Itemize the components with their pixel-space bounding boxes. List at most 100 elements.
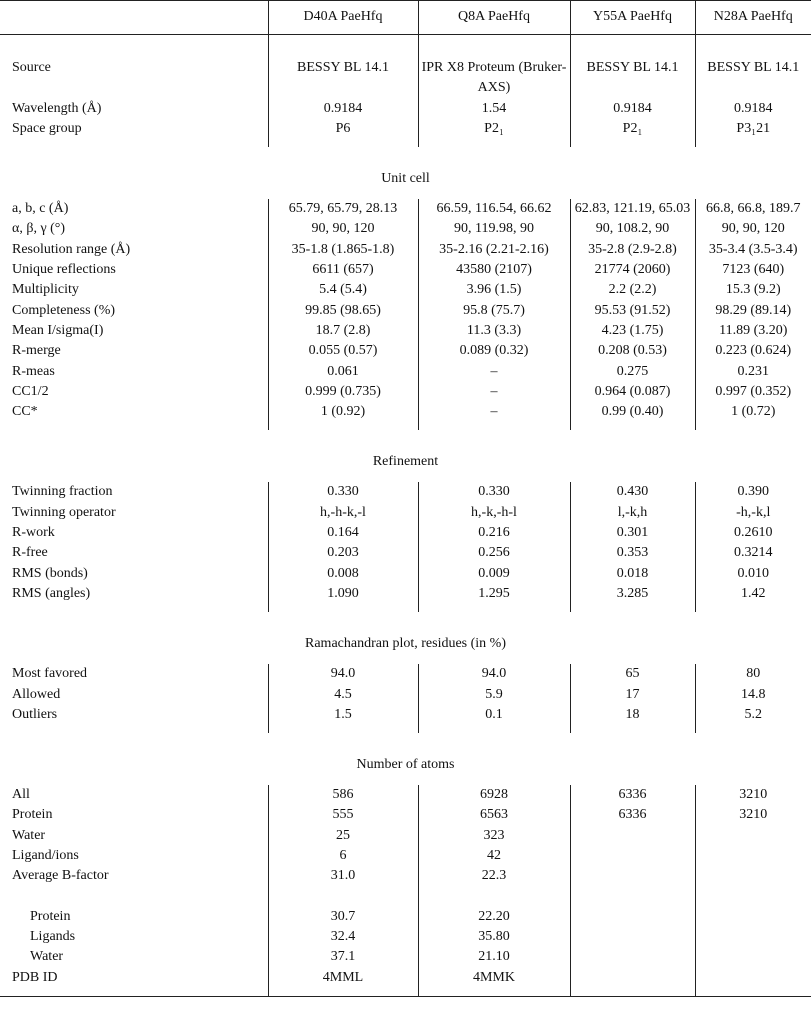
cell: BESSY BL 14.1 <box>694 58 811 99</box>
spacer-cell <box>569 422 695 431</box>
column-header: D40A PaeHfq <box>267 0 418 35</box>
row-label: Outliers <box>12 706 58 722</box>
cell: 6928 <box>417 785 570 806</box>
data-row: a, b, c (Å) 65.79, 65.79, 28.13 66.59, 116… <box>0 199 811 220</box>
spacer-cell <box>569 886 695 907</box>
cell: 6 <box>267 846 418 867</box>
cell: 6336 <box>569 805 695 826</box>
cell: 0.061 <box>267 361 418 382</box>
cell: 66.59, 116.54, 66.62 <box>417 199 570 220</box>
cell: 2.2 (2.2) <box>569 280 695 301</box>
cell: 0.301 <box>569 523 695 544</box>
cell: 6336 <box>569 785 695 806</box>
cell: 0.010 <box>694 563 811 584</box>
spacer-cell <box>0 35 268 59</box>
cell: 21774 (2060) <box>569 260 695 281</box>
section-heading-row: Refinement <box>0 430 811 482</box>
spacer-cell <box>417 987 570 997</box>
cell: 0.008 <box>267 563 418 584</box>
section-heading-row: Ramachandran plot, residues (in %) <box>0 612 811 664</box>
data-row: Resolution range (Å) 35-1.8 (1.865-1.8) 35… <box>0 239 811 261</box>
cell: 90, 119.98, 90 <box>417 219 570 240</box>
spacer-cell <box>0 887 268 907</box>
data-row: Protein 555 6563 6336 3210 <box>0 805 811 826</box>
cell: 99.85 (98.65) <box>267 300 418 321</box>
cell <box>694 906 811 927</box>
cell <box>694 967 811 988</box>
cell: 94.0 <box>267 664 418 685</box>
row-label: Average B-factor <box>12 868 109 884</box>
data-row: CC* 1 (0.92) –0.99 (0.40) 1 (0.72) <box>0 402 811 423</box>
row-label: R-meas <box>12 363 55 379</box>
spacer-cell <box>267 139 418 148</box>
spacer-cell <box>569 34 695 58</box>
data-row: Twinning operator h,-h-k,-l h,-k,-h-l l,-k,… <box>0 502 811 524</box>
cell: – <box>417 361 570 382</box>
spacer-cell <box>267 604 418 613</box>
column-header: Q8A PaeHfq <box>417 0 570 35</box>
row-label: Unique reflections <box>12 262 116 278</box>
cell: 14.8 <box>694 684 811 705</box>
cell: 35-3.4 (3.5-3.4) <box>694 239 811 261</box>
data-row: Water 37.1 21.10 <box>0 947 811 968</box>
section-heading: Ramachandran plot, residues (in %) <box>305 636 506 652</box>
cell: 586 <box>267 785 418 806</box>
cell: 18.7 (2.8) <box>267 320 418 342</box>
row-label: Twinning operator <box>12 504 116 520</box>
spacer-cell <box>694 34 811 58</box>
cell: 35-2.16 (2.21-2.16) <box>417 239 570 261</box>
data-row: RMS (bonds) 0.008 0.009 0.018 0.010 <box>0 563 811 584</box>
cell: 35-1.8 (1.865-1.8) <box>267 239 418 261</box>
cell: -h,-k,l <box>694 502 811 524</box>
cell: 17 <box>569 684 695 705</box>
data-row: Unique reflections 6611 (657) 43580 (2107)… <box>0 260 811 281</box>
spacer-cell <box>694 987 811 997</box>
cell: 5.9 <box>417 684 570 705</box>
header-row: D40A PaeHfq Q8A PaeHfq Y55A PaeHfq N28A Pae… <box>0 0 811 35</box>
cell: IPR X8 Proteum (Bruker-AXS) <box>417 58 570 99</box>
cell: 0.203 <box>267 543 418 564</box>
data-row: CC1/2 0.999 (0.735) –0.964 (0.087) 0.997 (0… <box>0 381 811 403</box>
spacer-cell <box>267 422 418 431</box>
cell: 21.10 <box>417 947 570 968</box>
cell: 1 (0.72) <box>694 402 811 423</box>
section-heading: Refinement <box>372 454 439 470</box>
cell: 4MMK <box>417 967 570 988</box>
cell: 0.223 (0.624) <box>694 341 811 362</box>
cell: 3.96 (1.5) <box>417 280 570 301</box>
cell: 95.53 (91.52) <box>569 300 695 321</box>
data-row: Source BESSY BL 14.1 IPR X8 Proteum (Bruke… <box>0 58 811 99</box>
cell: 0.009 <box>417 563 570 584</box>
row-label: RMS (bonds) <box>12 565 88 581</box>
row-label: Twinning fraction <box>12 484 113 500</box>
cell: 1.090 <box>267 583 418 605</box>
row-label: CC1/2 <box>12 383 49 399</box>
column-header: Y55A PaeHfq <box>569 0 695 35</box>
row-label: α, β, γ (°) <box>12 221 66 237</box>
cell: 0.275 <box>569 361 695 382</box>
cell: 0.2610 <box>694 523 811 544</box>
spacer-row <box>0 422 811 431</box>
cell: 0.3214 <box>694 543 811 564</box>
cell: 0.997 (0.352) <box>694 381 811 403</box>
data-row: PDB ID 4MML 4MMK <box>0 967 811 988</box>
spacer-cell <box>569 725 695 734</box>
row-label: Wavelength (Å) <box>12 100 102 116</box>
cell: h,-h-k,-l <box>267 502 418 524</box>
cell: 0.353 <box>569 543 695 564</box>
cell: 66.8, 66.8, 189.7 <box>694 199 811 220</box>
cell: 22.20 <box>417 906 570 927</box>
data-row: All 586 6928 6336 3210 <box>0 785 811 806</box>
table-body: D40A PaeHfq Q8A PaeHfq Y55A PaeHfq N28A Pae… <box>0 0 811 997</box>
cell: 0.018 <box>569 563 695 584</box>
data-row: Ligand/ions 6 42 <box>0 846 811 867</box>
cell: BESSY BL 14.1 <box>569 58 695 99</box>
spacer-cell <box>694 139 811 148</box>
cell: 11.89 (3.20) <box>694 320 811 342</box>
row-label: Water <box>30 949 64 965</box>
cell: P2₁ <box>569 118 695 140</box>
data-row: Allowed 4.5 5.9 17 14.8 <box>0 684 811 705</box>
data-row: Twinning fraction 0.330 0.330 0.430 0.390 <box>0 482 811 503</box>
cell: – <box>417 381 570 403</box>
